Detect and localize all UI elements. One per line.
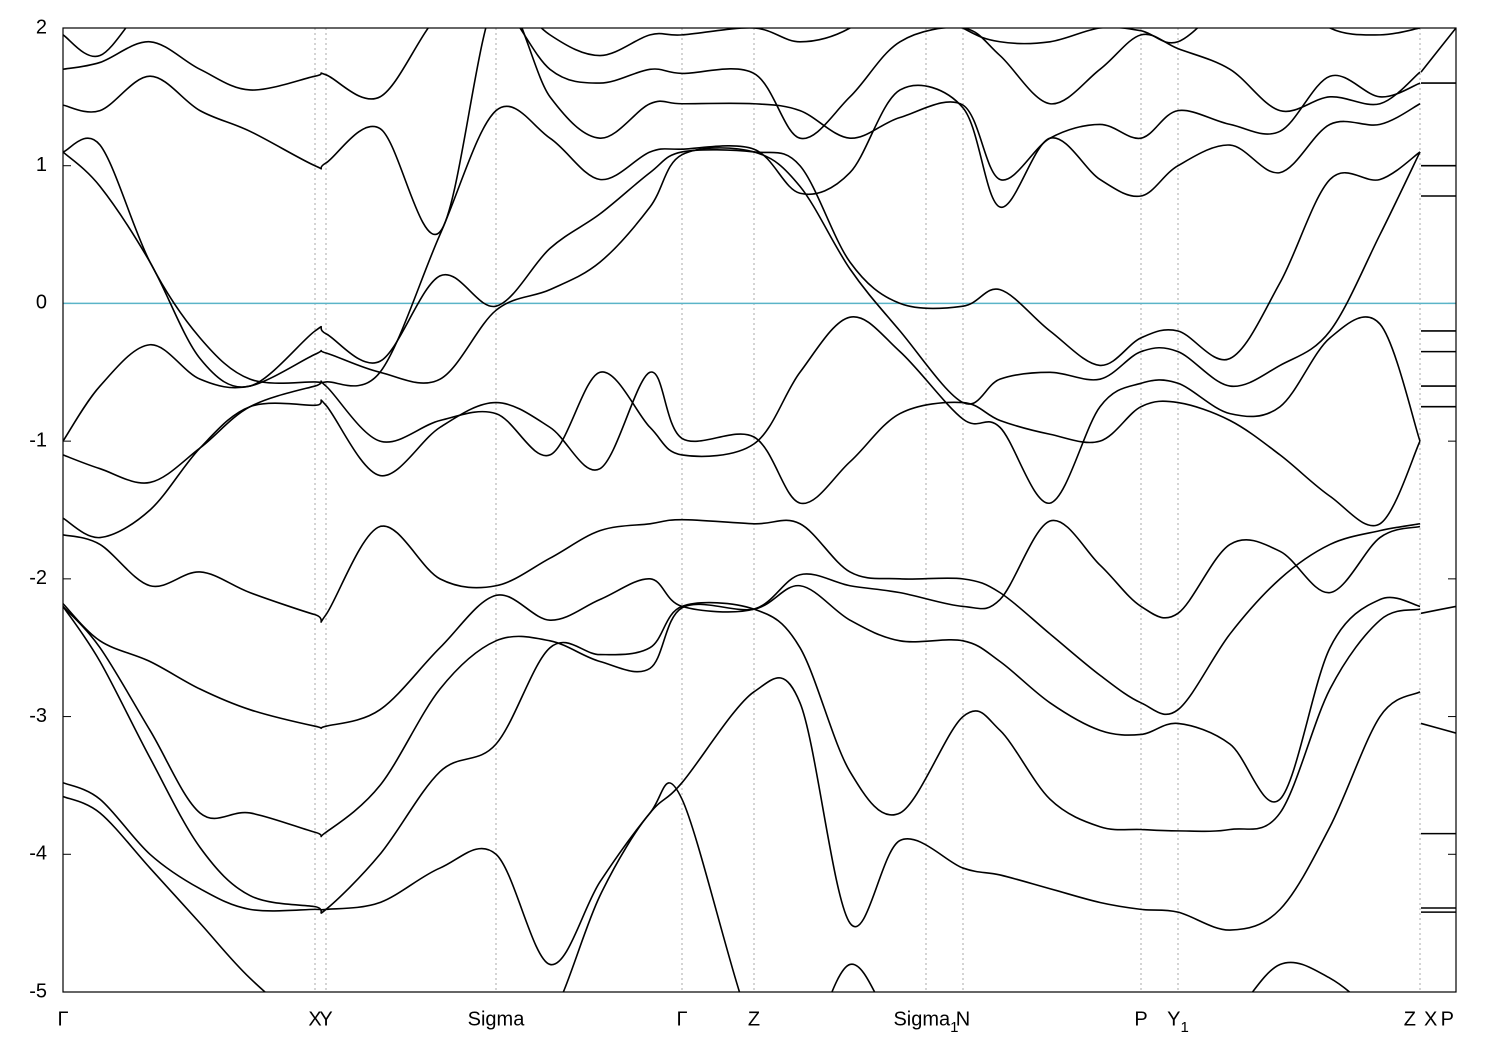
y-tick-label: -3 xyxy=(29,705,47,727)
band xyxy=(63,28,1456,236)
x-tick-label: X xyxy=(1424,1008,1437,1030)
y-tick-label: -2 xyxy=(29,567,47,589)
band xyxy=(63,84,1456,387)
band xyxy=(63,677,1456,966)
bands xyxy=(63,28,1456,992)
x-tick-label: Z xyxy=(1404,1008,1416,1030)
band xyxy=(63,316,1456,504)
x-tick-label: P xyxy=(1134,1008,1147,1030)
x-tick-subscript: 1 xyxy=(950,1019,958,1036)
y-tick-label: 0 xyxy=(36,292,47,314)
x-tick-label: Γ xyxy=(676,1008,687,1030)
x-tick-subscript: 1 xyxy=(1181,1019,1189,1036)
band xyxy=(63,405,1456,716)
y-tick-label: 1 xyxy=(36,154,47,176)
y-tick-label: -4 xyxy=(29,843,47,865)
band xyxy=(63,28,1421,58)
band xyxy=(63,148,1456,388)
y-tick-label: -5 xyxy=(29,980,47,1002)
x-tick-label: X xyxy=(308,1008,321,1030)
plot-frame xyxy=(62,27,1457,993)
x-tick-label: Sigma xyxy=(468,1008,526,1030)
x-tick-label: Z xyxy=(748,1008,760,1030)
band xyxy=(63,371,1456,539)
x-tick-label: P xyxy=(1441,1008,1454,1030)
y-tick-label: -1 xyxy=(29,429,47,451)
y-tick-label: 2 xyxy=(36,16,47,38)
band xyxy=(63,782,1456,992)
band xyxy=(63,519,1456,730)
x-tick-label: N xyxy=(956,1008,970,1030)
x-tick-label: Y xyxy=(319,1008,332,1030)
band xyxy=(63,28,1456,140)
x-tick-label: Γ xyxy=(57,1008,68,1030)
